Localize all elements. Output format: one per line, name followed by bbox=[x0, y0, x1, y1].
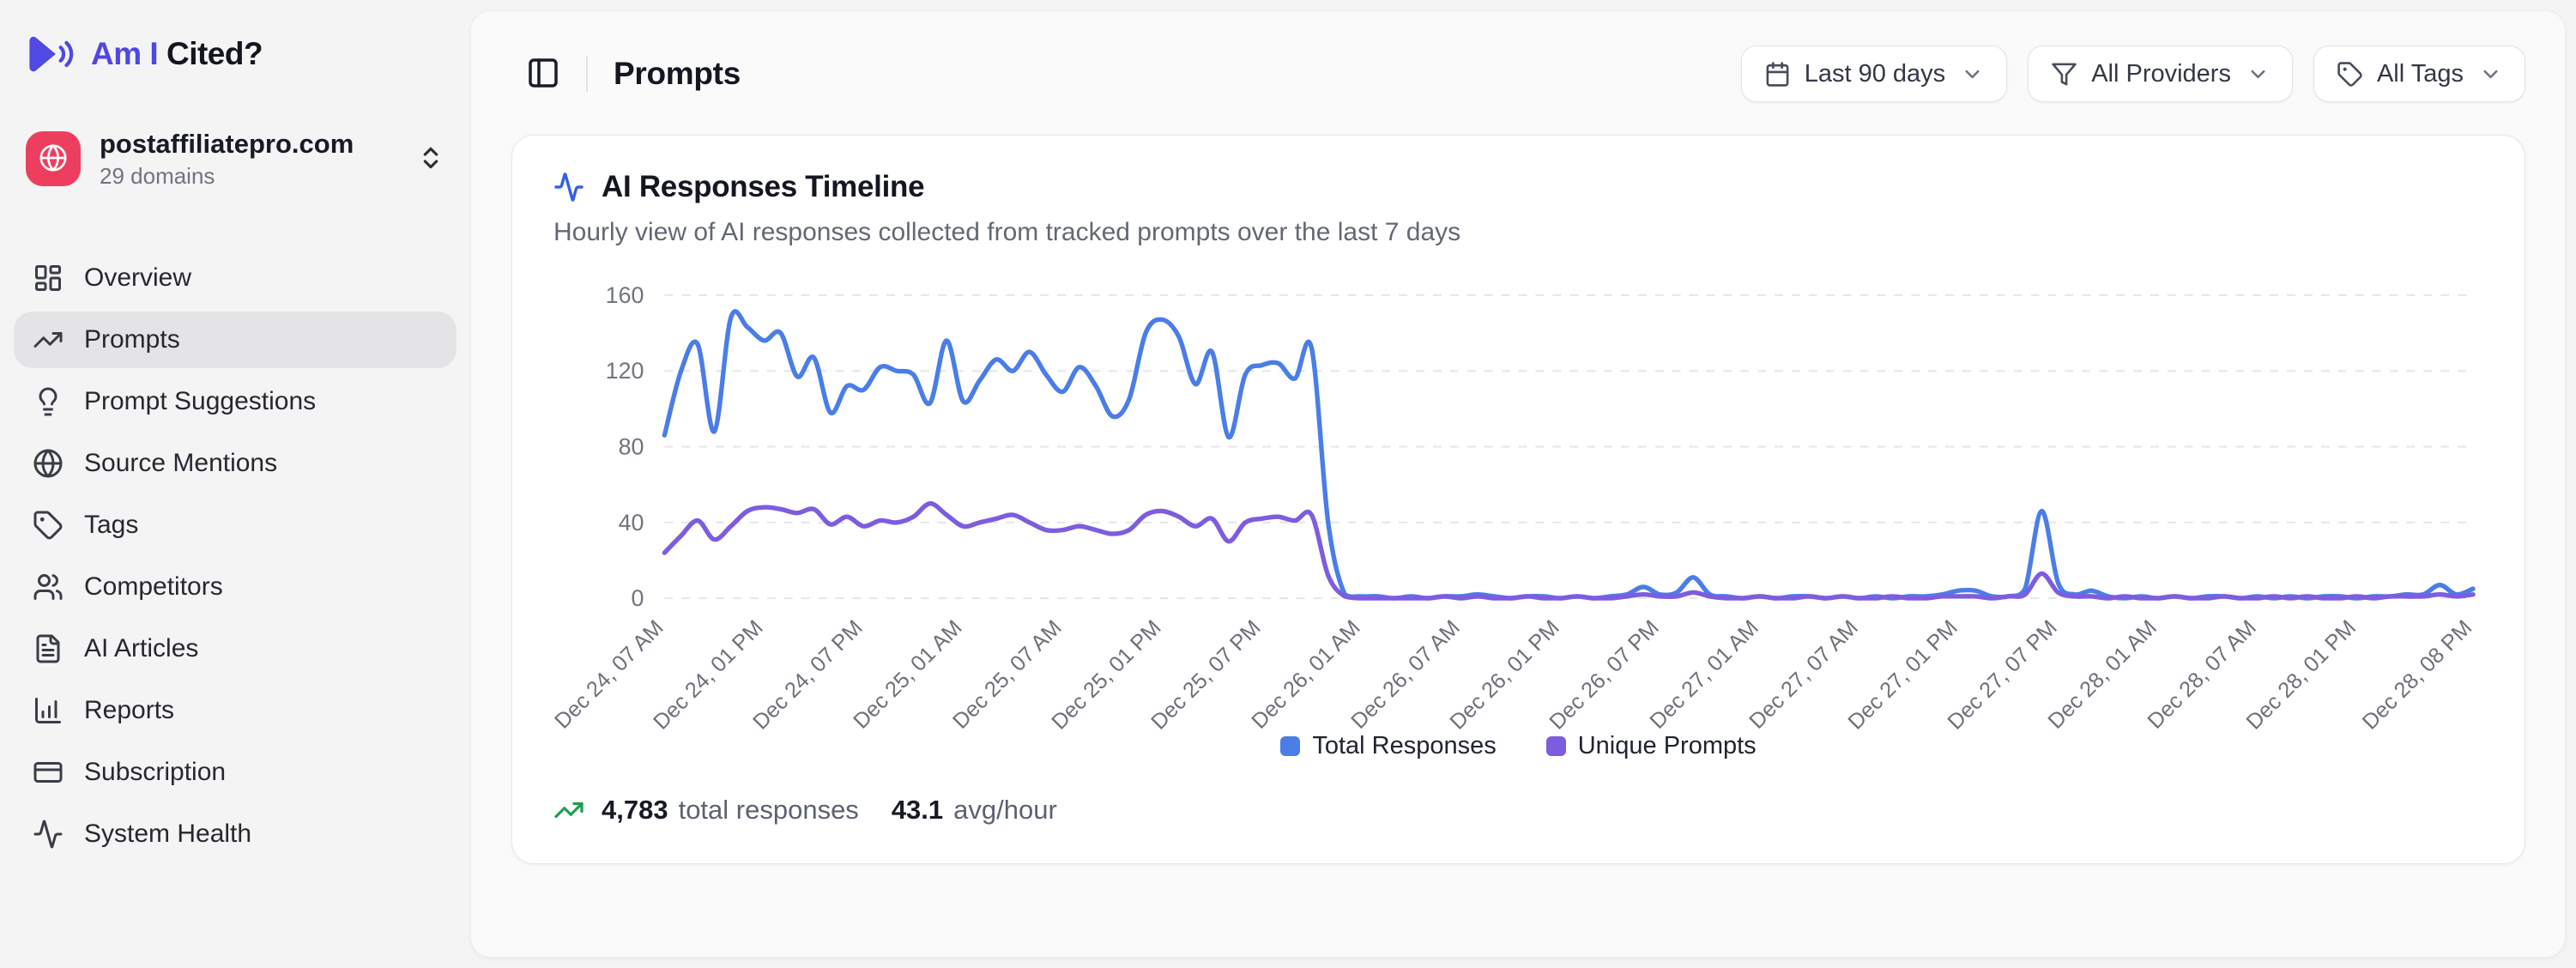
ai-responses-timeline-card: AI Responses Timeline Hourly view of AI … bbox=[511, 135, 2525, 865]
sidebar-item-label: Tags bbox=[84, 510, 139, 539]
filter-label: All Providers bbox=[2091, 59, 2231, 88]
avg-per-hour-label: avg/hour bbox=[953, 795, 1057, 826]
sidebar-item-source-mentions[interactable]: Source Mentions bbox=[14, 435, 457, 492]
chart-title: AI Responses Timeline bbox=[602, 170, 925, 203]
brand-name-rest: Cited? bbox=[166, 36, 263, 71]
sidebar-toggle-button[interactable] bbox=[523, 52, 564, 96]
layout-dashboard-icon bbox=[33, 263, 63, 293]
x-axis-tick-label: Dec 28, 08 PM bbox=[2358, 615, 2476, 730]
lightbulb-icon bbox=[33, 386, 63, 417]
filters-group: Last 90 days All Providers All Tags bbox=[1740, 45, 2525, 102]
total-responses-line bbox=[662, 309, 2476, 601]
globe-icon bbox=[33, 448, 63, 479]
chart-column-icon bbox=[33, 695, 63, 726]
sidebar-item-label: Subscription bbox=[84, 757, 227, 786]
tag-icon bbox=[2337, 61, 2363, 88]
sidebar-item-competitors[interactable]: Competitors bbox=[14, 559, 457, 615]
megaphone-icon bbox=[26, 33, 79, 76]
legend-item-total-responses: Total Responses bbox=[1280, 732, 1497, 760]
users-icon bbox=[33, 572, 63, 602]
activity-icon bbox=[33, 819, 63, 850]
total-responses-value: 4,783 bbox=[602, 795, 668, 826]
legend-label: Total Responses bbox=[1312, 732, 1497, 760]
trending-up-icon bbox=[33, 324, 63, 355]
brand-name-accent: Am I bbox=[91, 36, 159, 71]
timeline-chart: 0 40 80 120 160 Dec 24, 07 AM Dec 24, 01 PM Dec… bbox=[553, 269, 2483, 731]
y-axis-tick-label: 160 bbox=[606, 282, 644, 308]
filter-label: All Tags bbox=[2376, 59, 2464, 88]
sidebar-item-label: Competitors bbox=[84, 572, 223, 601]
workspace-selector[interactable]: postaffiliatepro.com 29 domains bbox=[14, 125, 457, 193]
sidebar-item-system-health[interactable]: System Health bbox=[14, 806, 457, 862]
providers-filter-button[interactable]: All Providers bbox=[2028, 45, 2293, 102]
sidebar-item-label: Prompts bbox=[84, 324, 180, 354]
sidebar-item-prompts[interactable]: Prompts bbox=[14, 311, 457, 368]
sidebar-item-label: Reports bbox=[84, 695, 175, 724]
x-axis-tick-label: Dec 24, 07 AM bbox=[553, 615, 668, 730]
panel-left-icon bbox=[526, 56, 560, 93]
trending-up-icon bbox=[553, 795, 584, 826]
workspace-domain-count: 29 domains bbox=[100, 162, 215, 189]
legend-swatch bbox=[1545, 736, 1566, 757]
sidebar-item-tags[interactable]: Tags bbox=[14, 497, 457, 554]
filter-label: Last 90 days bbox=[1804, 59, 1946, 88]
legend-label: Unique Prompts bbox=[1577, 732, 1757, 760]
sidebar-item-label: AI Articles bbox=[84, 633, 199, 662]
y-axis-tick-label: 0 bbox=[632, 585, 644, 611]
sidebar-item-label: Source Mentions bbox=[84, 448, 278, 477]
date-range-filter-button[interactable]: Last 90 days bbox=[1740, 45, 2008, 102]
header-divider bbox=[586, 56, 588, 92]
page-title: Prompts bbox=[614, 56, 741, 91]
y-axis-tick-label: 40 bbox=[619, 510, 644, 535]
sidebar-item-label: Prompt Suggestions bbox=[84, 386, 317, 415]
chevrons-up-down-icon bbox=[417, 144, 444, 174]
globe-icon bbox=[39, 143, 68, 175]
sidebar-item-label: Overview bbox=[84, 263, 192, 292]
chart-footer-stats: 4,783 total responses 43.1 avg/hour bbox=[553, 795, 2483, 826]
page-header: Prompts Last 90 days All Providers All Tag… bbox=[471, 11, 2565, 102]
brand-logo: Am I Cited? bbox=[14, 29, 457, 79]
sidebar-item-ai-articles[interactable]: AI Articles bbox=[14, 620, 457, 677]
sidebar-item-label: System Health bbox=[84, 819, 252, 848]
workspace-avatar bbox=[26, 131, 81, 187]
avg-per-hour-value: 43.1 bbox=[891, 795, 944, 826]
file-text-icon bbox=[33, 633, 63, 664]
sidebar-item-subscription[interactable]: Subscription bbox=[14, 744, 457, 801]
unique-prompts-line bbox=[662, 501, 2476, 601]
chart-subtitle: Hourly view of AI responses collected fr… bbox=[553, 218, 1461, 246]
y-axis-tick-label: 120 bbox=[606, 358, 644, 384]
chevron-down-icon bbox=[1961, 63, 1984, 86]
chevron-down-icon bbox=[2479, 63, 2502, 86]
brand-name: Am I Cited? bbox=[91, 36, 263, 72]
y-axis-tick-label: 80 bbox=[619, 433, 644, 459]
tag-icon bbox=[33, 510, 63, 541]
sidebar-item-overview[interactable]: Overview bbox=[14, 250, 457, 306]
calendar-icon bbox=[1764, 61, 1791, 88]
legend-swatch bbox=[1280, 736, 1301, 757]
workspace-meta: postaffiliatepro.com 29 domains bbox=[100, 129, 398, 190]
sidebar-nav: Overview Prompts Prompt Suggestions Source … bbox=[14, 250, 457, 862]
sidebar-item-prompt-suggestions[interactable]: Prompt Suggestions bbox=[14, 373, 457, 430]
credit-card-icon bbox=[33, 757, 63, 788]
activity-icon bbox=[553, 172, 584, 203]
filter-icon bbox=[2051, 61, 2077, 88]
chevron-down-icon bbox=[2246, 63, 2270, 86]
workspace-domain: postaffiliatepro.com bbox=[100, 129, 354, 159]
total-responses-label: total responses bbox=[678, 795, 859, 826]
legend-item-unique-prompts: Unique Prompts bbox=[1545, 732, 1757, 760]
main-panel: Prompts Last 90 days All Providers All Tag… bbox=[470, 10, 2566, 958]
sidebar-item-reports[interactable]: Reports bbox=[14, 682, 457, 739]
chart-legend: Total Responses Unique Prompts bbox=[553, 732, 2483, 760]
tags-filter-button[interactable]: All Tags bbox=[2313, 45, 2525, 102]
sidebar: Am I Cited? postaffiliatepro.com 29 doma… bbox=[0, 0, 470, 968]
